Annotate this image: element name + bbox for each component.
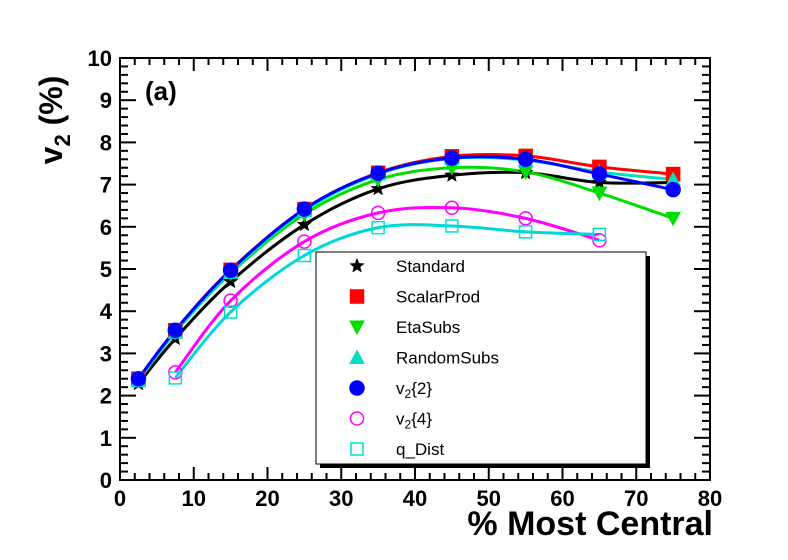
point-q-dist	[592, 227, 607, 242]
series-v-2-2	[130, 150, 681, 387]
curve-v-2-4	[174, 205, 600, 374]
y-axis-title-sub: 2	[50, 134, 75, 146]
x-tick-label: 10	[182, 486, 206, 511]
y-tick-label: 5	[100, 257, 112, 282]
x-tick-label: 50	[477, 486, 501, 511]
axis-ticks: 0 10 20 30 40 50 60 70 80 0 1 2 3 4 5 6 7 8 9 10	[88, 46, 723, 511]
legend-box	[315, 251, 647, 465]
series-v-2-4	[168, 200, 607, 380]
legend-marker-randomsubs	[349, 349, 365, 364]
point-q-dist	[168, 371, 183, 385]
point-v-2-4	[518, 211, 533, 226]
point-v-2-2	[517, 151, 534, 168]
panel-label: (a)	[145, 76, 177, 106]
x-axis-title: % Most Central	[467, 505, 713, 543]
point-v-2-2	[370, 165, 386, 181]
legend-label-etasubs: EtaSubs	[396, 318, 460, 337]
y-tick-label: 8	[100, 130, 112, 155]
point-etasubs	[591, 186, 608, 202]
y-tick-label: 7	[100, 173, 112, 198]
y-tick-label: 3	[100, 341, 112, 366]
y-tick-label: 0	[100, 468, 112, 493]
y-axis-title-main: v	[33, 146, 69, 164]
point-q-dist	[445, 219, 459, 233]
point-v-2-2	[665, 181, 681, 198]
y-tick-label: 9	[100, 88, 112, 113]
y-axis-title: v2 (%)	[33, 76, 75, 165]
point-etasubs	[665, 211, 681, 227]
legend-marker-v-2-4	[349, 411, 365, 426]
x-tick-label: 70	[624, 486, 648, 511]
x-tick-label: 80	[698, 486, 722, 511]
series-q-dist	[168, 219, 607, 385]
x-tick-label: 0	[114, 486, 126, 511]
point-v-2-4	[370, 205, 386, 221]
x-tick-label: 40	[403, 486, 427, 511]
x-tick-label: 30	[329, 486, 353, 511]
legend-label-v-2-4: v2{4}	[396, 410, 432, 432]
point-v-2-4	[444, 200, 460, 216]
y-tick-label: 10	[88, 46, 112, 71]
point-v-2-4	[223, 293, 238, 308]
legend-marker-v-2-2	[349, 380, 365, 396]
y-axis-title-tail: (%)	[33, 76, 69, 135]
point-q-dist	[223, 305, 238, 319]
point-v-2-2	[444, 150, 460, 166]
point-q-dist	[297, 248, 312, 263]
x-tick-label: 60	[550, 486, 574, 511]
legend: Standard ScalarProd EtaSubs RandomSubs v2{2}…	[315, 251, 650, 468]
x-tick-label: 20	[255, 486, 279, 511]
legend-marker-etasubs	[349, 320, 365, 336]
data-markers	[130, 148, 681, 391]
legend-label-v-2-2: v2{2}	[396, 379, 432, 401]
legend-label-q-dist: q_Dist	[396, 440, 444, 459]
point-v-2-2	[296, 201, 313, 217]
point-v-2-2	[130, 370, 147, 387]
point-v-2-2	[222, 262, 239, 279]
point-standard	[370, 180, 386, 196]
y-tick-label: 4	[100, 299, 113, 324]
point-v-2-2	[167, 322, 184, 338]
y-tick-label: 6	[100, 215, 112, 240]
legend-marker-q-dist	[350, 442, 364, 456]
point-q-dist	[371, 220, 385, 235]
point-q-dist	[518, 225, 533, 239]
curve-q-dist	[174, 223, 600, 379]
legend-label-scalarprod: ScalarProd	[396, 288, 480, 307]
point-v-2-4	[297, 234, 312, 249]
legend-label-standard: Standard	[396, 257, 465, 276]
y-tick-label: 1	[100, 426, 112, 451]
legend-marker-standard	[349, 257, 365, 273]
legend-label-randomsubs: RandomSubs	[396, 349, 499, 368]
point-v-2-2	[591, 166, 608, 182]
legend-marker-scalarprod	[349, 289, 365, 304]
y-tick-label: 2	[100, 384, 112, 409]
point-standard	[296, 216, 313, 232]
